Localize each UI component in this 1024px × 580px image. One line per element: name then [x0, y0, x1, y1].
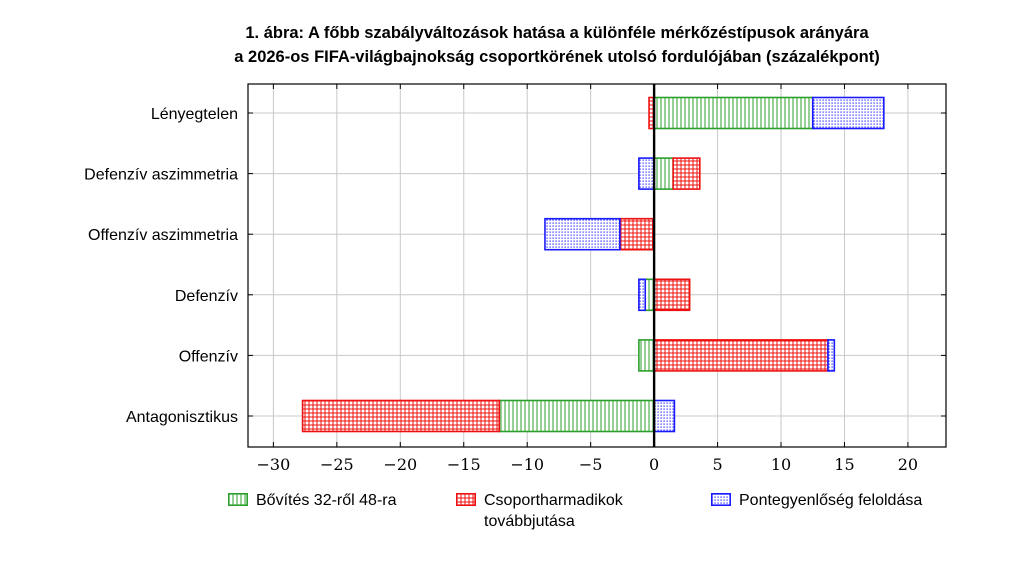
x-tick-label: 5	[712, 455, 722, 474]
bar-third-place	[301, 399, 501, 433]
x-tick-label: 0	[649, 455, 659, 474]
x-tick-label: −10	[510, 455, 544, 474]
bar-tiebreak	[638, 278, 647, 312]
legend-label: Bővítés 32-ről 48-ra	[256, 492, 397, 509]
chart-title-line-1: 1. ábra: A főbb szabályváltozások hatása…	[245, 24, 869, 42]
bar-tiebreak	[653, 399, 676, 433]
y-category-label: Antagonisztikus	[126, 409, 238, 426]
bar-expansion	[638, 339, 655, 372]
x-tick-label: −5	[579, 455, 603, 474]
y-category-label: Defenzív	[175, 288, 238, 305]
bar-third-place	[653, 339, 829, 372]
bar-tiebreak	[544, 217, 621, 251]
bar-expansion	[498, 399, 655, 433]
bar-expansion	[644, 278, 655, 312]
x-tick-label: −30	[256, 455, 290, 474]
x-tick-label: 15	[834, 455, 854, 474]
y-category-label: Lényegtelen	[151, 106, 238, 123]
bar-expansion	[653, 157, 674, 190]
plot-frame	[247, 83, 947, 448]
chart-title-line-2: a 2026-os FIFA-világbajnokság csoportkör…	[234, 48, 880, 66]
legend-swatch-grid	[456, 493, 476, 506]
bar-tiebreak	[638, 157, 655, 190]
bar-third-place	[619, 217, 654, 251]
bar-third-place	[672, 157, 701, 190]
grid-lines	[248, 84, 946, 447]
bars	[301, 96, 885, 433]
bar-expansion	[653, 96, 814, 130]
y-category-label: Defenzív aszimmetria	[84, 167, 238, 184]
x-tick-label: −15	[447, 455, 481, 474]
bar-tiebreak	[827, 339, 836, 372]
legend-swatch-vertical-lines	[228, 493, 248, 506]
legend-swatch-dots	[711, 493, 731, 506]
legend-label: Csoportharmadikok továbbjutása	[484, 492, 623, 530]
axes: −30 −25 −20 −15 −10 −5 0 5 10 15 20 Lényegtelen Defe…	[84, 83, 947, 474]
x-tick-label: −25	[320, 455, 354, 474]
x-tick-label: 10	[771, 455, 791, 474]
bar-tiebreak	[811, 96, 885, 130]
legend-label: Pontegyenlőség feloldása	[739, 492, 923, 509]
y-category-label: Offenzív	[179, 348, 238, 365]
bar-third-place	[653, 278, 691, 312]
x-tick-label: −20	[383, 455, 417, 474]
x-tick-label: 20	[898, 455, 918, 474]
y-category-label: Offenzív aszimmetria	[88, 227, 238, 244]
